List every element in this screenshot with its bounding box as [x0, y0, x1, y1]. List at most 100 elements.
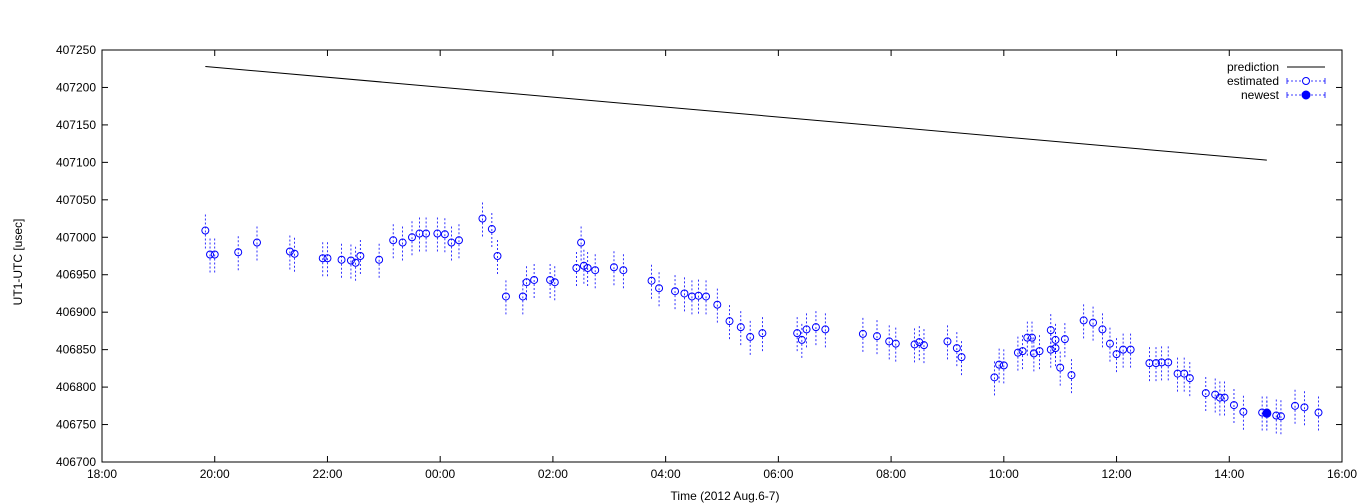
estimated-point: [821, 311, 830, 348]
estimated-point: [290, 235, 299, 272]
estimated-point: [408, 219, 416, 256]
estimated-point: [1029, 335, 1038, 372]
estimated-point: [910, 326, 919, 363]
estimated-point: [702, 278, 711, 315]
plot-border: [101, 49, 1343, 463]
y-tick-label: 407100: [56, 155, 96, 169]
estimated-point: [487, 211, 496, 248]
legend-item-estimated: estimated: [1227, 74, 1326, 88]
estimated-point: [478, 200, 487, 237]
estimated-point: [671, 273, 680, 310]
estimated-point: [351, 244, 360, 281]
x-tick-label: 02:00: [538, 467, 568, 481]
estimated-point: [454, 222, 463, 259]
estimated-point: [1023, 319, 1032, 356]
x-tick-label: 18:00: [87, 467, 117, 481]
estimated-point: [1173, 355, 1182, 392]
plot-frame: [101, 49, 1343, 463]
estimated-point: [885, 323, 894, 360]
estimated-point: [1028, 319, 1036, 356]
y-tick-label: 407150: [56, 118, 96, 132]
estimated-point: [1051, 321, 1060, 358]
estimated-point: [1239, 393, 1248, 430]
estimated-point: [356, 238, 365, 274]
estimated-point: [725, 303, 734, 340]
estimated-point: [990, 359, 999, 396]
y-tick-label: 407250: [56, 43, 96, 57]
estimated-point: [579, 247, 588, 284]
estimated-point: [1046, 312, 1055, 349]
estimated-point: [447, 224, 456, 261]
x-tick-label: 06:00: [763, 467, 793, 481]
estimated-point: [943, 323, 952, 360]
y-tick-label: 406750: [56, 418, 96, 432]
y-tick-label: 407050: [56, 193, 96, 207]
legend-item-prediction: prediction: [1227, 60, 1325, 74]
estimated-point: [1220, 379, 1229, 416]
estimated-point: [713, 286, 722, 323]
estimated-point: [1180, 355, 1189, 392]
svg-text:newest: newest: [1241, 88, 1280, 102]
svg-text:prediction: prediction: [1227, 60, 1279, 74]
estimated-point: [619, 252, 628, 289]
y-tick-label: 406950: [56, 268, 96, 282]
estimated-point: [919, 327, 928, 364]
estimated-point: [873, 318, 881, 355]
x-tick-label: 10:00: [989, 467, 1019, 481]
estimated-point: [546, 261, 555, 298]
estimated-point: [375, 241, 384, 278]
x-tick-label: 08:00: [876, 467, 906, 481]
y-axis-label: UT1-UTC [usec]: [11, 219, 25, 306]
svg-text:estimated: estimated: [1227, 74, 1279, 88]
y-tick-label: 406900: [56, 305, 96, 319]
estimated-point: [1201, 375, 1210, 412]
estimated-point: [746, 318, 755, 355]
estimated-point: [802, 311, 811, 348]
estimated-point: [210, 236, 219, 273]
estimated-point: [530, 261, 539, 298]
estimated-point: [415, 215, 424, 252]
y-tick-label: 406800: [56, 380, 96, 394]
estimated-point: [389, 222, 398, 259]
estimated-point: [797, 321, 806, 358]
estimated-point: [647, 262, 656, 299]
estimated-point: [1291, 387, 1300, 424]
estimated-point: [891, 325, 900, 362]
estimated-point: [234, 234, 243, 271]
y-tick-label: 407000: [56, 230, 96, 244]
estimated-point: [323, 240, 332, 277]
estimated-point: [793, 315, 802, 352]
estimated-point: [440, 216, 449, 253]
estimated-point: [811, 309, 820, 346]
estimated-point: [952, 330, 961, 367]
estimated-point: [1185, 360, 1194, 397]
estimated-point: [1119, 331, 1128, 368]
series-estimated: [201, 200, 1323, 435]
estimated-point: [1060, 321, 1069, 358]
estimated-point: [1067, 357, 1076, 394]
estimated-point: [1056, 349, 1065, 386]
estimated-point: [591, 252, 600, 289]
x-tick-label: 20:00: [200, 467, 230, 481]
y-tick-label: 407200: [56, 80, 96, 94]
estimated-point: [493, 238, 502, 274]
estimated-point: [999, 347, 1008, 384]
estimated-point: [1105, 325, 1114, 362]
estimated-point: [680, 275, 689, 312]
estimated-point: [655, 270, 664, 307]
estimated-point: [285, 233, 294, 270]
estimated-point: [1126, 331, 1135, 368]
estimated-point: [1164, 344, 1173, 381]
estimated-point: [201, 212, 210, 249]
estimated-point: [572, 250, 581, 286]
estimated-point: [1098, 311, 1107, 348]
y-tick-label: 406850: [56, 343, 96, 357]
estimated-point: [1276, 398, 1285, 435]
estimated-point: [1035, 333, 1044, 370]
x-tick-label: 16:00: [1327, 467, 1357, 481]
x-tick-label: 04:00: [651, 467, 681, 481]
x-tick-label: 22:00: [312, 467, 342, 481]
estimated-point: [957, 339, 966, 376]
